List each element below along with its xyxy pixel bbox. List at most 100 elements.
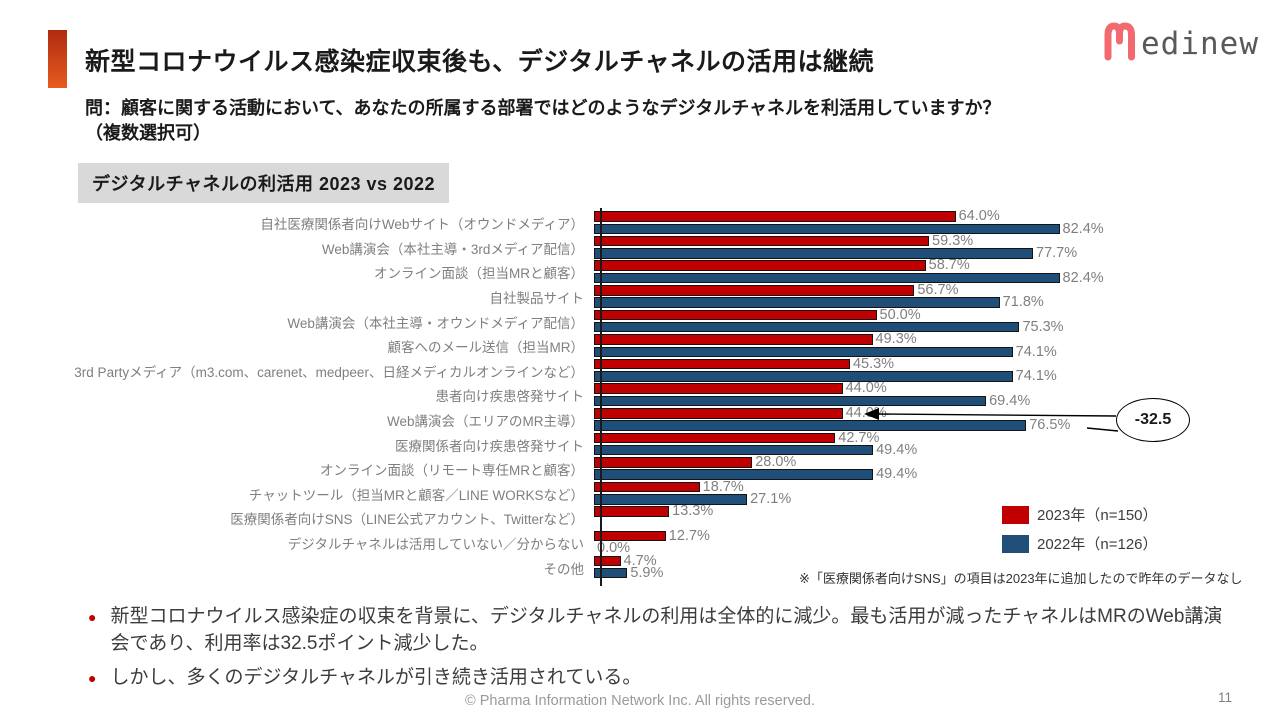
category-label: 自社製品サイト (489, 291, 585, 307)
bar-2023 (594, 334, 873, 345)
legend-item: 2022年（n=126） (1002, 533, 1158, 554)
value-label: 45.3% (852, 355, 895, 372)
bar-2022 (594, 346, 1013, 358)
summary-bullets: ● 新型コロナウイルス感染症の収束を背景に、デジタルチャネルの利用は全体的に減少。… (88, 604, 1238, 699)
chart-row: Web講演会（エリアのMR主導） 44.0% 76.5% (0, 406, 1280, 433)
value-label: 77.7% (1036, 245, 1078, 262)
survey-question: 問：顧客に関する活動において、あなたの所属する部署ではどのようなデジタルチャネル… (85, 96, 1000, 146)
bar-2023 (594, 260, 926, 271)
bar-2023 (594, 506, 670, 517)
chart-row: 医療関係者向けSNS（LINE公式アカウント、Twitterなど） 13.3% (0, 503, 1280, 531)
value-label: 18.7% (702, 478, 744, 495)
category-label: オンライン面談（担当MRと顧客） (374, 266, 584, 282)
category-label: 医療関係者向けSNS（LINE公式アカウント、Twitterなど） (230, 512, 584, 528)
value-label: 44.0% (845, 380, 887, 397)
bar-2023 (594, 555, 621, 567)
value-label: 49.4% (876, 441, 918, 458)
value-label: 27.1% (750, 491, 792, 508)
callout-arrow (864, 408, 1119, 432)
value-label: 13.3% (672, 503, 714, 520)
bar-2022 (594, 321, 1020, 333)
legend-label: 2023年（n=150） (1037, 507, 1158, 524)
category-label: チャットツール（担当MRと顧客／LINE WORKSなど） (248, 487, 584, 503)
medinew-m-icon (1104, 22, 1135, 61)
callout-value: -32.5 (1116, 398, 1190, 442)
value-label: 71.8% (1002, 294, 1044, 311)
value-label: 56.7% (917, 282, 959, 299)
category-label: デジタルチャネルは活用していない／分からない (287, 537, 584, 553)
bullet-text: しかし、多くのデジタルチャネルが引き続き活用されている。 (110, 666, 642, 688)
value-label: 5.9% (630, 564, 664, 581)
page-number: 11 (1218, 690, 1233, 705)
bar-2022 (594, 297, 1000, 308)
legend-label: 2022年（n=126） (1037, 536, 1158, 553)
survey-question-line1: 問：顧客に関する活動において、あなたの所属する部署ではどのようなデジタルチャネル… (85, 98, 1001, 118)
chart-row: Web講演会（本社主導・オウンドメディア配信） 50.0% 75.3% (0, 306, 1280, 335)
chart-row: 顧客へのメール送信（担当MR） 49.3% 74.1% (0, 331, 1280, 360)
chart-legend: 2023年（n=150） 2022年（n=126） (1002, 504, 1158, 562)
category-label: 患者向け疾患啓発サイト (435, 389, 585, 405)
value-label: 74.1% (1015, 368, 1057, 385)
chart-row: 患者向け疾患啓発サイト 44.0% 69.4% (0, 380, 1280, 409)
value-label: 59.3% (932, 232, 974, 249)
value-label: 82.4% (1062, 220, 1104, 237)
bar-2023 (594, 211, 956, 222)
bar-2023 (594, 309, 877, 321)
logo-wordmark: edinew (1141, 26, 1259, 62)
value-label: 69.4% (989, 392, 1031, 409)
bar-2022 (594, 444, 874, 456)
value-label: 49.4% (876, 466, 918, 483)
survey-question-line2: （複数選択可） (85, 122, 211, 143)
category-label: オンライン面談（リモート専任MRと顧客） (320, 463, 584, 479)
category-label: 3rd Partyメディア（m3.com、carenet、medpeer、日経メ… (74, 364, 584, 380)
summary-bullet: ● しかし、多くのデジタルチャネルが引き続き活用されている。 (88, 665, 1238, 692)
bar-2022 (594, 248, 1033, 259)
legend-swatch (1002, 505, 1029, 524)
value-label: 58.7% (928, 257, 970, 274)
category-label: その他 (543, 561, 585, 577)
value-label: 49.3% (875, 331, 917, 348)
bar-2022 (594, 469, 874, 480)
bar-2023 (594, 530, 666, 542)
legend-swatch (1002, 534, 1029, 553)
bar-2023 (594, 432, 836, 444)
legend-item: 2023年（n=150） (1002, 504, 1158, 525)
bar-2023 (594, 457, 753, 468)
bar-2022 (594, 272, 1060, 284)
bar-2023 (594, 235, 930, 247)
title-accent-bar (48, 30, 67, 88)
value-label: 28.0% (755, 454, 797, 471)
chart-row: 自社医療関係者向けWebサイト（オウンドメディア） 64.0% 82.4% (0, 209, 1280, 237)
chart-row: 自社製品サイト 56.7% 71.8% (0, 282, 1280, 311)
value-label: 75.3% (1022, 318, 1064, 335)
chart-row: 医療関係者向け疾患啓発サイト 42.7% 49.4% (0, 429, 1280, 458)
category-label: 顧客へのメール送信（担当MR） (387, 340, 585, 356)
value-label: 50.0% (879, 306, 921, 323)
value-label: 0.0% (597, 540, 631, 557)
category-label: 医療関係者向け疾患啓発サイト (395, 438, 584, 454)
bullet-dot-icon: ● (88, 669, 97, 686)
chart-footnote: ※「医療関係者向けSNS」の項目は2023年に追加したので昨年のデータなし (799, 571, 1243, 586)
chart-row: Web講演会（本社主導・3rdメディア配信） 59.3% 77.7% (0, 232, 1280, 262)
bar-2022 (594, 567, 628, 579)
value-label: 42.7% (838, 429, 880, 446)
bullet-dot-icon: ● (88, 609, 97, 625)
bar-2022 (594, 494, 748, 505)
chart-row: オンライン面談（リモート専任MRと顧客） 28.0% 49.4% (0, 454, 1280, 483)
bar-2022 (594, 223, 1060, 235)
category-label: Web講演会（エリアのMR主導） (386, 414, 584, 430)
category-label: Web講演会（本社主導・3rdメディア配信） (321, 241, 584, 257)
category-label: 自社医療関係者向けWebサイト（オウンドメディア） (260, 217, 584, 233)
bar-2023 (594, 408, 843, 419)
page-title: 新型コロナウイルス感染症収束後も、デジタルチャネルの活用は継続 (85, 48, 875, 76)
summary-bullet: ● 新型コロナウイルス感染症の収束を背景に、デジタルチャネルの利用は全体的に減少。… (88, 604, 1238, 658)
bar-2022 (594, 371, 1013, 382)
bar-2023 (594, 383, 843, 394)
chart-row: デジタルチャネルは活用していない／分からない 12.7% 0.0% (0, 527, 1280, 557)
value-label: 74.1% (1015, 343, 1057, 360)
copyright-text: © Pharma Information Network Inc. All ri… (465, 693, 815, 709)
category-label: Web講演会（本社主導・オウンドメディア配信） (287, 315, 584, 331)
value-label: 12.7% (668, 527, 710, 544)
chart-axis-line (600, 208, 602, 586)
chart-row: 3rd Partyメディア（m3.com、carenet、medpeer、日経メ… (0, 355, 1280, 385)
